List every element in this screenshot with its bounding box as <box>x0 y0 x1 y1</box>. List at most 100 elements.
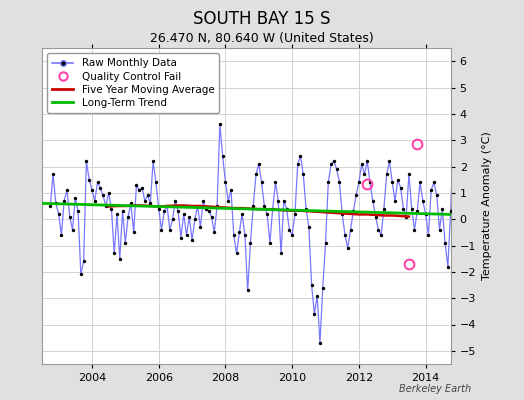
Point <box>377 232 385 238</box>
Point <box>110 250 118 257</box>
Point <box>341 232 349 238</box>
Point <box>210 229 219 236</box>
Point <box>227 187 235 194</box>
Point <box>319 284 327 291</box>
Point <box>432 192 441 199</box>
Point <box>274 198 282 204</box>
Point <box>324 179 333 186</box>
Point <box>413 208 421 214</box>
Point <box>263 211 271 217</box>
Point <box>405 171 413 178</box>
Point <box>299 171 308 178</box>
Point <box>363 158 372 164</box>
Point <box>410 226 419 233</box>
Point <box>485 208 494 214</box>
Point <box>457 316 466 322</box>
Point <box>252 171 260 178</box>
Point <box>182 232 191 238</box>
Point <box>399 206 408 212</box>
Point <box>266 240 274 246</box>
Point <box>302 206 310 212</box>
Point <box>344 245 352 251</box>
Point <box>57 232 66 238</box>
Point <box>129 229 138 236</box>
Point <box>99 192 107 199</box>
Point <box>199 198 208 204</box>
Point <box>374 226 383 233</box>
Point <box>391 198 399 204</box>
Point <box>388 179 397 186</box>
Point <box>477 232 485 238</box>
Point <box>444 263 452 270</box>
Point <box>271 179 280 186</box>
Point <box>452 198 461 204</box>
Point <box>316 340 324 346</box>
Point <box>213 203 221 209</box>
Point <box>174 208 182 214</box>
Point <box>246 240 255 246</box>
Point <box>116 256 124 262</box>
Point <box>71 195 80 201</box>
Point <box>368 198 377 204</box>
Point <box>472 216 480 222</box>
Point <box>168 216 177 222</box>
Point <box>255 161 263 167</box>
Point <box>268 206 277 212</box>
Point <box>474 232 483 238</box>
Point <box>146 200 155 206</box>
Point <box>291 211 299 217</box>
Point <box>127 200 135 206</box>
Point <box>96 184 104 191</box>
Point <box>455 232 463 238</box>
Point <box>74 208 82 214</box>
Point <box>402 213 410 220</box>
Point <box>361 171 369 178</box>
Point <box>196 224 204 230</box>
Point <box>408 206 416 212</box>
Point <box>149 158 157 164</box>
Point <box>296 153 304 159</box>
Point <box>82 158 91 164</box>
Point <box>338 211 346 217</box>
Point <box>285 226 293 233</box>
Point <box>427 187 435 194</box>
Point <box>135 187 144 194</box>
Point <box>483 206 491 212</box>
Point <box>63 187 71 194</box>
Point <box>219 153 227 159</box>
Point <box>494 206 502 212</box>
Point <box>385 158 394 164</box>
Point <box>463 206 472 212</box>
Point <box>132 182 140 188</box>
Point <box>204 208 213 214</box>
Point <box>202 206 210 212</box>
Point <box>160 208 168 214</box>
Point <box>80 258 88 264</box>
Point <box>335 179 344 186</box>
Point <box>394 176 402 183</box>
Point <box>152 179 160 186</box>
Point <box>166 226 174 233</box>
Point <box>93 179 102 186</box>
Point <box>118 208 127 214</box>
Point <box>424 232 433 238</box>
Point <box>288 232 297 238</box>
Point <box>193 203 202 209</box>
Point <box>396 184 405 191</box>
Point <box>355 179 363 186</box>
Point <box>121 240 129 246</box>
Point <box>304 224 313 230</box>
Point <box>221 179 230 186</box>
Point <box>49 171 57 178</box>
Point <box>102 203 110 209</box>
Point <box>491 208 499 214</box>
Point <box>313 292 321 299</box>
Point <box>157 226 166 233</box>
Point <box>88 187 96 194</box>
Point <box>208 213 216 220</box>
Point <box>191 216 199 222</box>
Point <box>188 237 196 244</box>
Legend: Raw Monthly Data, Quality Control Fail, Five Year Moving Average, Long-Term Tren: Raw Monthly Data, Quality Control Fail, … <box>47 53 220 113</box>
Point <box>140 198 149 204</box>
Point <box>216 121 224 128</box>
